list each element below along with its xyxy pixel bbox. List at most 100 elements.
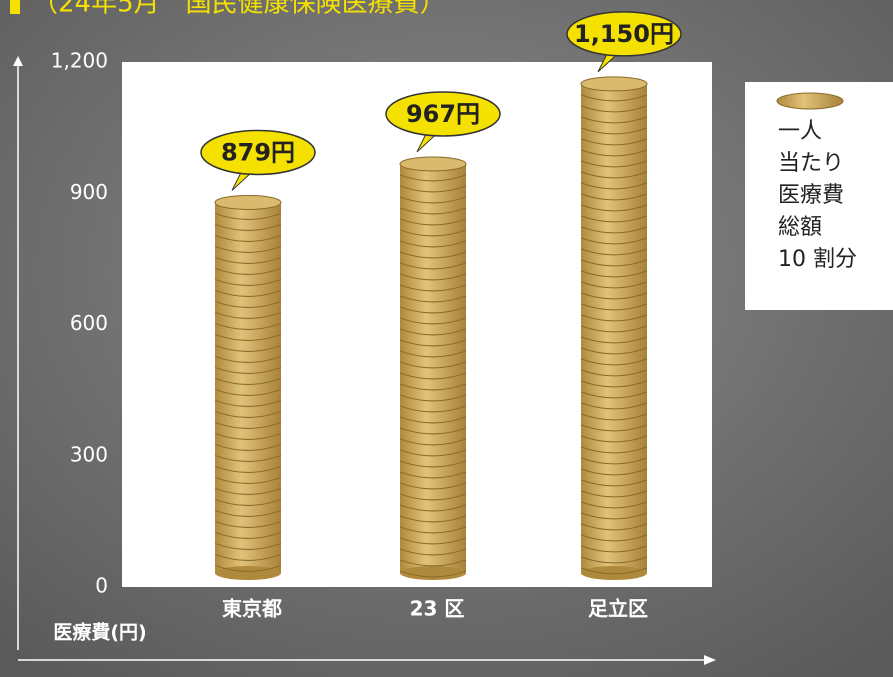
- coin-ridge: [399, 515, 467, 523]
- coin-ridge: [580, 248, 648, 256]
- coin-ridge: [214, 366, 282, 374]
- coin-top: [580, 76, 648, 92]
- coin-ridge: [399, 504, 467, 512]
- coin-ridge: [399, 482, 467, 490]
- coin-ridge: [580, 182, 648, 190]
- coin-ridge: [399, 372, 467, 380]
- coin-bottom: [400, 566, 466, 580]
- coin-ridge: [399, 240, 467, 248]
- coin-ridge: [214, 311, 282, 319]
- coin-ridge: [399, 460, 467, 468]
- coin-ridge: [214, 388, 282, 396]
- coin-ridge: [399, 493, 467, 501]
- coin-ridge: [399, 306, 467, 314]
- coin-ridge: [399, 295, 467, 303]
- coin-ridge: [214, 399, 282, 407]
- coin-ridge: [399, 284, 467, 292]
- y-tick-label: 0: [95, 574, 108, 598]
- callout: [566, 11, 682, 57]
- x-arrow: [704, 655, 716, 665]
- coin-ridge: [580, 259, 648, 267]
- coin-ridge: [580, 402, 648, 410]
- coin-ridge: [399, 438, 467, 446]
- coin-ridge: [214, 278, 282, 286]
- coin-ridge: [580, 468, 648, 476]
- coin-ridge: [580, 567, 648, 575]
- callout: [385, 91, 501, 137]
- coin-ridge: [214, 487, 282, 495]
- coin-ridge: [580, 446, 648, 454]
- coin-ridge: [399, 537, 467, 545]
- coin-ridge: [214, 454, 282, 462]
- coin-ridge: [214, 300, 282, 308]
- coin-ridge: [214, 553, 282, 561]
- coin-ridge: [214, 542, 282, 550]
- coin-ridge: [580, 490, 648, 498]
- coin-ridge: [214, 421, 282, 429]
- coin-ridge: [580, 501, 648, 509]
- coin-ridge: [399, 185, 467, 193]
- coin-ridge: [580, 314, 648, 322]
- coin-ridge: [399, 449, 467, 457]
- coin-ridge: [214, 234, 282, 242]
- value-label: 879円: [221, 138, 295, 166]
- legend-label: 10 割分: [778, 247, 857, 272]
- coin-ridge: [580, 512, 648, 520]
- coin-ridge: [214, 443, 282, 451]
- y-tick-label: 1,200: [51, 49, 108, 73]
- x-tick-label: 東京都: [222, 597, 282, 621]
- coin-ridge: [214, 410, 282, 418]
- coin-ridge: [214, 223, 282, 231]
- legend-label: 一人: [778, 119, 822, 144]
- coin-ridge: [580, 94, 648, 102]
- coin-ridge: [399, 416, 467, 424]
- value-label: 1,150円: [574, 20, 674, 48]
- coin-ridge: [580, 193, 648, 201]
- coin-ridge: [214, 465, 282, 473]
- coin-ridge: [580, 435, 648, 443]
- coin-ridge: [399, 207, 467, 215]
- coin-ridge: [580, 358, 648, 366]
- coin-ridge: [580, 479, 648, 487]
- x-tick-label: 足立区: [588, 597, 648, 621]
- coin-ridge: [214, 322, 282, 330]
- coin-ridge: [580, 391, 648, 399]
- coin-ridge: [399, 350, 467, 358]
- legend-label: 総額: [778, 215, 822, 240]
- coin-bottom: [581, 566, 647, 580]
- coin-ridge: [580, 149, 648, 157]
- coin-ridge: [214, 520, 282, 528]
- coin-ridge: [580, 138, 648, 146]
- coin-ridge: [580, 116, 648, 124]
- coin-top: [399, 156, 467, 172]
- coin-ridge: [580, 226, 648, 234]
- coin-ridge: [580, 215, 648, 223]
- coin-ridge: [399, 405, 467, 413]
- y-axis-label: 医療費(円): [53, 621, 146, 644]
- coin-ridge: [580, 523, 648, 531]
- coin-ridge: [399, 383, 467, 391]
- coin-ridge: [399, 548, 467, 556]
- coin-ridge: [580, 380, 648, 388]
- coin-ridge: [580, 303, 648, 311]
- legend: [745, 82, 893, 310]
- coin-ridge: [580, 171, 648, 179]
- legend-label: 当たり: [778, 151, 844, 176]
- coin-ridge: [399, 229, 467, 237]
- legend-label: 医療費: [778, 183, 844, 208]
- coin-ridge: [214, 509, 282, 517]
- coin-ridge: [214, 245, 282, 253]
- coin-stack: [215, 202, 281, 573]
- coin-ridge: [214, 267, 282, 275]
- coin-ridge: [580, 545, 648, 553]
- coin-ridge: [399, 262, 467, 270]
- coin-ridge: [580, 413, 648, 421]
- coin-ridge: [214, 212, 282, 220]
- coin-ridge: [399, 526, 467, 534]
- coin-ridge: [580, 204, 648, 212]
- coin-ridge: [214, 564, 282, 572]
- coin-ridge: [214, 355, 282, 363]
- coin-ridge: [214, 256, 282, 264]
- coin-ridge: [580, 369, 648, 377]
- coin-ridge: [214, 476, 282, 484]
